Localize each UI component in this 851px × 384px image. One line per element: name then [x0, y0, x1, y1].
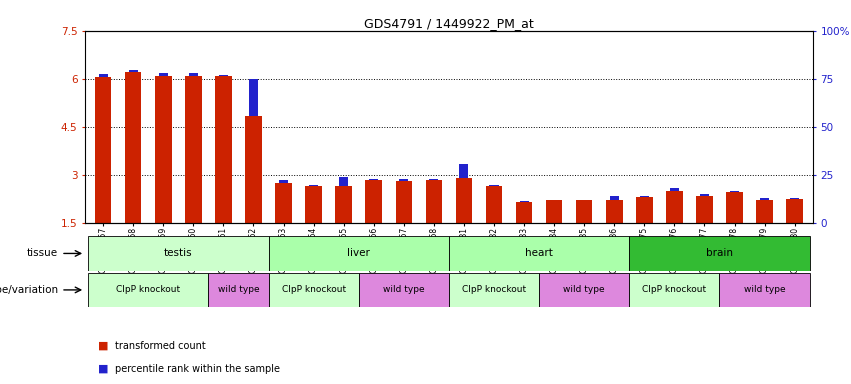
Bar	[448, 273, 539, 307]
Bar	[426, 180, 443, 223]
Text: ClpP knockout: ClpP knockout	[117, 285, 180, 295]
Bar	[719, 273, 809, 307]
Bar	[219, 75, 228, 76]
Bar	[159, 73, 168, 76]
Bar	[306, 186, 322, 223]
Text: liver: liver	[347, 248, 370, 258]
Bar	[129, 70, 138, 72]
Bar	[339, 177, 348, 186]
Text: wild type: wild type	[383, 285, 425, 295]
Bar	[309, 185, 318, 186]
Bar	[640, 195, 648, 197]
Title: GDS4791 / 1449922_PM_at: GDS4791 / 1449922_PM_at	[364, 17, 534, 30]
Text: percentile rank within the sample: percentile rank within the sample	[115, 364, 280, 374]
Bar	[696, 195, 713, 223]
Text: wild type: wild type	[563, 285, 605, 295]
Bar	[460, 164, 469, 178]
Bar	[125, 72, 141, 223]
Text: ClpP knockout: ClpP knockout	[282, 285, 346, 295]
Bar	[279, 180, 288, 183]
Bar	[786, 199, 803, 223]
Bar	[448, 236, 629, 271]
Bar	[757, 200, 773, 223]
Text: ClpP knockout: ClpP knockout	[643, 285, 706, 295]
Text: ■: ■	[98, 364, 108, 374]
Text: wild type: wild type	[218, 285, 260, 295]
Bar	[249, 79, 258, 116]
Text: ClpP knockout: ClpP knockout	[462, 285, 526, 295]
Text: brain: brain	[706, 248, 733, 258]
Bar	[700, 194, 709, 195]
Text: heart: heart	[525, 248, 553, 258]
Bar	[369, 179, 379, 180]
Text: genotype/variation: genotype/variation	[0, 285, 58, 295]
Text: wild type: wild type	[744, 285, 785, 295]
Bar	[429, 179, 438, 180]
Bar	[489, 185, 499, 186]
Bar	[399, 179, 408, 181]
Bar	[365, 180, 382, 223]
Bar	[269, 273, 359, 307]
Bar	[455, 178, 472, 223]
Bar	[189, 73, 198, 76]
Bar	[606, 200, 623, 223]
Bar	[89, 273, 208, 307]
Bar	[359, 273, 448, 307]
Bar	[245, 116, 262, 223]
Bar	[155, 76, 172, 223]
Bar	[760, 198, 769, 200]
Bar	[636, 197, 653, 223]
Text: ■: ■	[98, 341, 108, 351]
Bar	[576, 200, 592, 223]
Bar	[516, 202, 533, 223]
Bar	[629, 273, 719, 307]
Bar	[519, 201, 528, 202]
Bar	[609, 195, 619, 200]
Bar	[666, 191, 683, 223]
Bar	[89, 236, 269, 271]
Bar	[670, 189, 679, 191]
Text: transformed count: transformed count	[115, 341, 206, 351]
Bar	[545, 200, 563, 223]
Bar	[269, 236, 448, 271]
Bar	[629, 236, 809, 271]
Bar	[99, 74, 108, 77]
Bar	[335, 186, 352, 223]
Bar	[790, 198, 799, 199]
Bar	[539, 273, 629, 307]
Bar	[275, 183, 292, 223]
Text: tissue: tissue	[27, 248, 58, 258]
Bar	[94, 77, 111, 223]
Bar	[208, 273, 269, 307]
Bar	[185, 76, 202, 223]
Text: testis: testis	[164, 248, 192, 258]
Bar	[396, 181, 412, 223]
Bar	[215, 76, 231, 223]
Bar	[486, 186, 502, 223]
Bar	[730, 191, 739, 192]
Bar	[726, 192, 743, 223]
